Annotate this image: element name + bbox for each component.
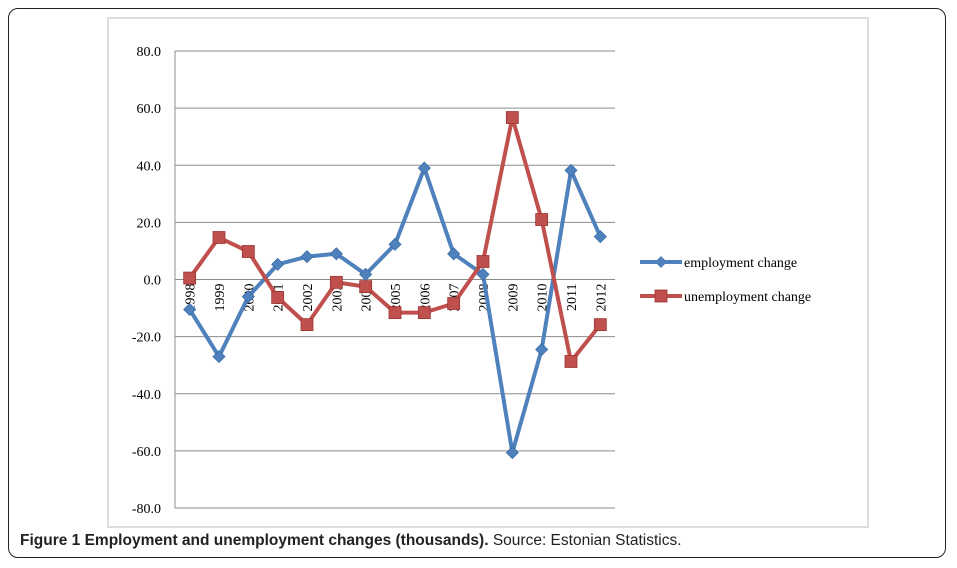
marker bbox=[183, 271, 197, 285]
x-tick-label: 1998 bbox=[184, 284, 199, 312]
x-tick-label: 2006 bbox=[418, 284, 433, 312]
y-tick-label: -20.0 bbox=[132, 331, 161, 346]
figure-frame bbox=[8, 8, 946, 558]
marker bbox=[505, 111, 519, 124]
marker bbox=[505, 446, 519, 460]
marker bbox=[447, 247, 461, 261]
marker bbox=[300, 318, 314, 332]
marker bbox=[359, 280, 373, 294]
y-tick-label: -40.0 bbox=[132, 388, 161, 403]
caption-text: Source: Estonian Statistics. bbox=[492, 532, 682, 549]
marker bbox=[417, 306, 431, 320]
legend-label: employment change bbox=[684, 256, 797, 271]
marker bbox=[241, 245, 255, 258]
marker bbox=[271, 291, 285, 304]
marker bbox=[417, 161, 431, 175]
y-tick-label: 0.0 bbox=[144, 274, 162, 289]
marker bbox=[388, 306, 402, 320]
marker bbox=[329, 275, 343, 289]
x-tick-label: 2009 bbox=[506, 284, 521, 312]
y-tick-label: -80.0 bbox=[132, 502, 161, 517]
legend-label: unemployment change bbox=[684, 290, 811, 305]
legend-marker bbox=[655, 256, 667, 268]
marker bbox=[535, 342, 549, 357]
x-tick-label: 2002 bbox=[301, 284, 316, 312]
caption: Figure 1 Employment and unemployment cha… bbox=[20, 532, 682, 550]
caption-label: Figure 1 Employment and unemployment cha… bbox=[20, 532, 489, 549]
marker bbox=[212, 350, 226, 364]
marker bbox=[535, 213, 549, 226]
marker bbox=[447, 297, 461, 310]
marker bbox=[183, 302, 197, 317]
x-tick-label: 1999 bbox=[213, 284, 228, 312]
marker bbox=[593, 318, 607, 332]
marker bbox=[564, 163, 578, 177]
marker bbox=[300, 250, 314, 264]
marker bbox=[388, 237, 402, 251]
y-tick-label: 20.0 bbox=[137, 216, 162, 231]
y-tick-label: 60.0 bbox=[137, 102, 162, 117]
marker bbox=[212, 231, 226, 244]
chart-border bbox=[107, 17, 869, 528]
marker bbox=[564, 355, 578, 368]
y-tick-label: 80.0 bbox=[137, 45, 162, 60]
marker bbox=[329, 247, 343, 261]
marker bbox=[241, 290, 255, 304]
x-tick-label: 2003 bbox=[330, 284, 345, 312]
x-tick-label: 2011 bbox=[565, 284, 580, 311]
series bbox=[183, 111, 607, 368]
marker bbox=[593, 230, 607, 244]
series bbox=[183, 161, 607, 460]
x-tick-label: 2012 bbox=[594, 284, 609, 312]
x-tick-label: 2010 bbox=[536, 284, 551, 312]
y-tick-label: 40.0 bbox=[137, 159, 162, 174]
x-tick-label: 2005 bbox=[389, 284, 404, 312]
marker bbox=[476, 255, 490, 268]
marker bbox=[271, 257, 285, 271]
y-tick-label: -60.0 bbox=[132, 445, 161, 460]
marker bbox=[476, 267, 490, 281]
legend-marker bbox=[654, 289, 668, 303]
